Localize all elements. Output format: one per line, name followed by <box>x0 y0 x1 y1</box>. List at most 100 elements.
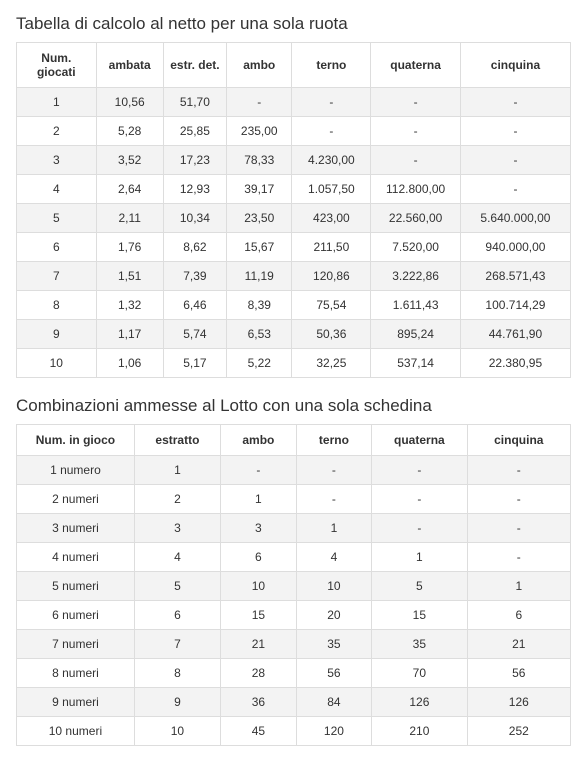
table-cell: 44.761,90 <box>460 320 570 349</box>
table-cell: 895,24 <box>371 320 461 349</box>
table-cell: 4 <box>134 543 220 572</box>
table-cell: 84 <box>296 688 371 717</box>
column-header: terno <box>296 425 371 456</box>
table-cell: 1,17 <box>96 320 163 349</box>
table-cell: 268.571,43 <box>460 262 570 291</box>
table-cell: - <box>467 485 570 514</box>
table-cell: - <box>460 117 570 146</box>
table-cell: 4 <box>17 175 97 204</box>
table-cell: 8,39 <box>227 291 292 320</box>
table-cell: 1.611,43 <box>371 291 461 320</box>
table-cell: - <box>296 485 371 514</box>
table-cell: 6 <box>467 601 570 630</box>
table-cell: 9 <box>134 688 220 717</box>
table-row: 25,2825,85235,00--- <box>17 117 571 146</box>
table-cell: 2 numeri <box>17 485 135 514</box>
table-cell: 5 <box>17 204 97 233</box>
table-cell: - <box>467 456 570 485</box>
table-cell: 6,53 <box>227 320 292 349</box>
table-cell: 5 <box>134 572 220 601</box>
column-header: quaterna <box>371 43 461 88</box>
table-cell: 20 <box>296 601 371 630</box>
table-cell: 21 <box>467 630 570 659</box>
table-cell: - <box>371 146 461 175</box>
table-cell: 78,33 <box>227 146 292 175</box>
table-cell: 4 <box>296 543 371 572</box>
table-cell: 10,34 <box>163 204 226 233</box>
table-cell: 28 <box>221 659 297 688</box>
table-cell: 126 <box>372 688 468 717</box>
table-cell: 1 <box>296 514 371 543</box>
table-cell: 7 <box>17 262 97 291</box>
table-cell: 2,11 <box>96 204 163 233</box>
table-row: 4 numeri4641- <box>17 543 571 572</box>
table-cell: 126 <box>467 688 570 717</box>
table-row: 3 numeri331-- <box>17 514 571 543</box>
table-cell: 21 <box>221 630 297 659</box>
column-header: Num. giocati <box>17 43 97 88</box>
table-cell: 1 <box>17 88 97 117</box>
table-cell: 56 <box>296 659 371 688</box>
table-cell: 10 <box>221 572 297 601</box>
payout-table: Num. giocatiambataestr. det.amboternoqua… <box>16 42 571 378</box>
table-cell: 1 numero <box>17 456 135 485</box>
table-cell: 4.230,00 <box>292 146 371 175</box>
table-cell: 25,85 <box>163 117 226 146</box>
table-cell: 7 <box>134 630 220 659</box>
table-cell: 8 <box>17 291 97 320</box>
table-row: 5 numeri5101051 <box>17 572 571 601</box>
table-cell: - <box>292 88 371 117</box>
table-cell: - <box>371 88 461 117</box>
table-cell: 6 <box>134 601 220 630</box>
table-cell: 75,54 <box>292 291 371 320</box>
table-cell: 1,06 <box>96 349 163 378</box>
table-cell: 11,19 <box>227 262 292 291</box>
table-row: 10 numeri1045120210252 <box>17 717 571 746</box>
table-row: 91,175,746,5350,36895,2444.761,90 <box>17 320 571 349</box>
table-cell: 15,67 <box>227 233 292 262</box>
table-cell: 23,50 <box>227 204 292 233</box>
column-header: ambata <box>96 43 163 88</box>
table-cell: 35 <box>372 630 468 659</box>
table-row: 1 numero1---- <box>17 456 571 485</box>
table-cell: 3 <box>17 146 97 175</box>
table-cell: 35 <box>296 630 371 659</box>
table-row: 7 numeri721353521 <box>17 630 571 659</box>
table-cell: 120 <box>296 717 371 746</box>
table-cell: 5 <box>372 572 468 601</box>
table-cell: - <box>372 514 468 543</box>
column-header: Num. in gioco <box>17 425 135 456</box>
table-cell: 940.000,00 <box>460 233 570 262</box>
table-row: 8 numeri828567056 <box>17 659 571 688</box>
table-cell: 4 numeri <box>17 543 135 572</box>
table-cell: 10,56 <box>96 88 163 117</box>
table2-title: Combinazioni ammesse al Lotto con una so… <box>16 396 571 416</box>
table-cell: 39,17 <box>227 175 292 204</box>
table-cell: 2,64 <box>96 175 163 204</box>
table-cell: 6 <box>221 543 297 572</box>
table-cell: 32,25 <box>292 349 371 378</box>
table-cell: - <box>296 456 371 485</box>
table-cell: 6 <box>17 233 97 262</box>
table-cell: 3 <box>221 514 297 543</box>
table-cell: - <box>460 88 570 117</box>
table-cell: - <box>372 456 468 485</box>
column-header: terno <box>292 43 371 88</box>
table-cell: - <box>227 88 292 117</box>
table-cell: 22.560,00 <box>371 204 461 233</box>
table-cell: - <box>371 117 461 146</box>
table-cell: 36 <box>221 688 297 717</box>
table-cell: 56 <box>467 659 570 688</box>
column-header: ambo <box>227 43 292 88</box>
table1-title: Tabella di calcolo al netto per una sola… <box>16 14 571 34</box>
column-header: estratto <box>134 425 220 456</box>
table-cell: 9 numeri <box>17 688 135 717</box>
column-header: cinquina <box>467 425 570 456</box>
table-cell: 2 <box>17 117 97 146</box>
table-cell: 7 numeri <box>17 630 135 659</box>
table-cell: 51,70 <box>163 88 226 117</box>
table-row: 2 numeri21--- <box>17 485 571 514</box>
table-cell: 1,76 <box>96 233 163 262</box>
table-cell: 10 <box>134 717 220 746</box>
table-row: 110,5651,70---- <box>17 88 571 117</box>
